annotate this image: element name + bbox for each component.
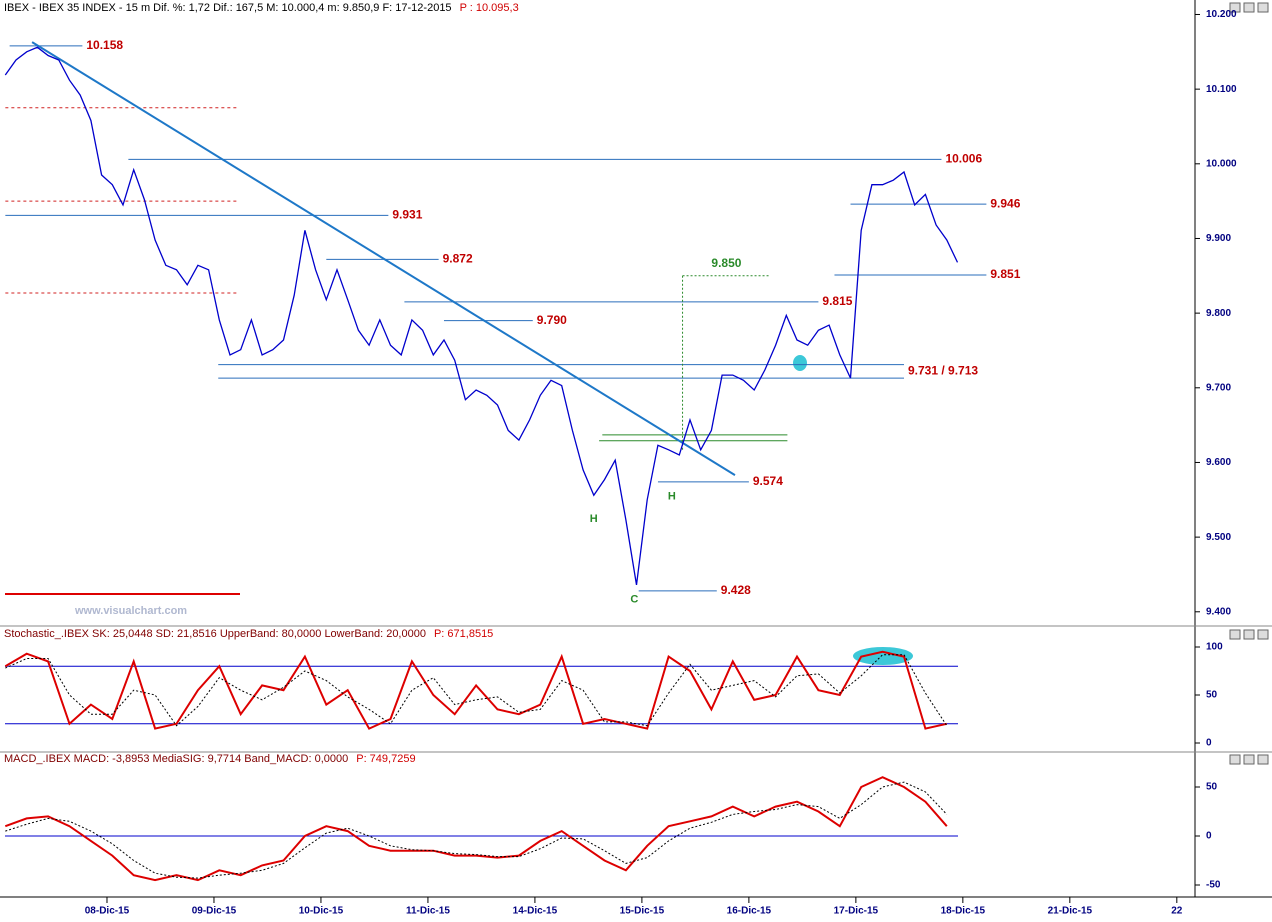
level-label: 9.428 (721, 583, 751, 597)
highlight (853, 647, 913, 665)
x-tick-label: 09-Dic-15 (192, 906, 237, 917)
y-tick-label: -50 (1206, 880, 1221, 891)
y-tick-label: 9.600 (1206, 457, 1231, 468)
close-button[interactable] (1257, 754, 1269, 765)
y-tick-label: 9.900 (1206, 233, 1231, 244)
highlight (793, 355, 807, 371)
y-tick-label: 0 (1206, 738, 1212, 749)
series-line (5, 781, 948, 879)
close-button[interactable] (1257, 629, 1269, 640)
level-label: 9.851 (990, 267, 1020, 281)
watermark: www.visualchart.com (74, 605, 187, 617)
y-tick-label: 9.500 (1206, 532, 1231, 543)
y-tick-label: 10.100 (1206, 84, 1237, 95)
y-tick-label: 10.200 (1206, 9, 1237, 20)
level-label: 9.574 (753, 474, 783, 488)
level-label: 9.731 / 9.713 (908, 364, 978, 378)
pattern-marker: H (668, 491, 676, 503)
panel-title: MACD_.IBEX MACD: -3,8953 MediaSIG: 9,771… (4, 753, 348, 765)
trend-line (31, 41, 736, 477)
x-tick-label: 18-Dic-15 (941, 906, 986, 917)
minimize-button[interactable] (1229, 2, 1241, 13)
level-label: 10.158 (86, 38, 123, 52)
minimize-button[interactable] (1229, 629, 1241, 640)
panel-title-p: P : 10.095,3 (460, 2, 519, 14)
y-tick-label: 0 (1206, 831, 1212, 842)
level-label: 9.872 (443, 252, 473, 266)
panel-title: IBEX - IBEX 35 INDEX - 15 m Dif. %: 1,72… (4, 2, 452, 14)
pattern-marker: C (630, 594, 638, 606)
y-tick-label: 100 (1206, 642, 1223, 653)
panel-title: Stochastic_.IBEX SK: 25,0448 SD: 21,8516… (4, 628, 426, 640)
x-tick-label: 14-Dic-15 (513, 906, 558, 917)
panel-title-p: P: 749,7259 (356, 753, 415, 765)
series-line (4, 46, 959, 586)
y-tick-label: 10.000 (1206, 158, 1237, 169)
x-tick-label: 22 (1171, 906, 1183, 917)
panel-title-p: P: 671,8515 (434, 628, 493, 640)
y-tick-label: 9.700 (1206, 382, 1231, 393)
series-line (4, 776, 948, 882)
x-tick-label: 16-Dic-15 (727, 906, 772, 917)
close-button[interactable] (1257, 2, 1269, 13)
level-label: 9.931 (392, 207, 422, 221)
y-tick-label: 9.800 (1206, 308, 1231, 319)
y-tick-label: 50 (1206, 782, 1218, 793)
x-tick-label: 17-Dic-15 (834, 906, 879, 917)
window-buttons[interactable] (1229, 2, 1269, 765)
maximize-button[interactable] (1243, 754, 1255, 765)
level-label: 9.790 (537, 313, 567, 327)
series-line (4, 650, 948, 730)
x-tick-label: 11-Dic-15 (406, 906, 450, 917)
maximize-button[interactable] (1243, 629, 1255, 640)
y-tick-label: 50 (1206, 690, 1218, 701)
x-tick-label: 21-Dic-15 (1048, 906, 1093, 917)
level-label: 9.946 (990, 196, 1020, 210)
y-tick-label: 9.400 (1206, 606, 1231, 617)
minimize-button[interactable] (1229, 754, 1241, 765)
x-tick-label: 08-Dic-15 (85, 906, 130, 917)
projection-label: 9.850 (711, 256, 741, 270)
x-tick-label: 10-Dic-15 (299, 906, 344, 917)
level-label: 10.006 (945, 151, 982, 165)
x-tick-label: 15-Dic-15 (620, 906, 665, 917)
maximize-button[interactable] (1243, 2, 1255, 13)
series-line (5, 654, 948, 727)
pattern-marker: H (590, 513, 598, 525)
level-label: 9.815 (822, 294, 852, 308)
